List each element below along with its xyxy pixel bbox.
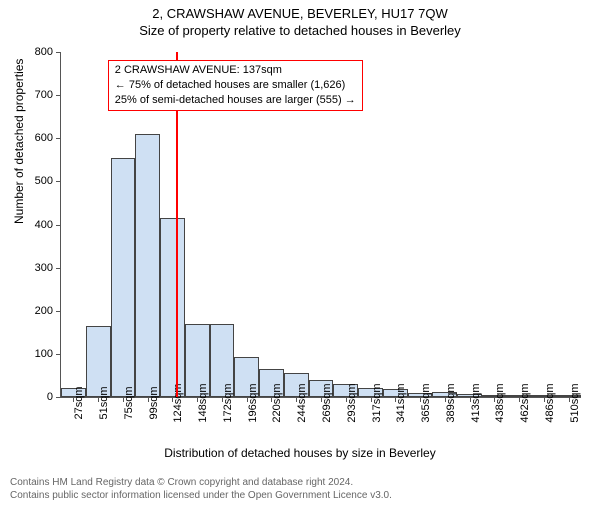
- xtick-label: 462sqm: [519, 383, 531, 422]
- page-title: 2, CRAWSHAW AVENUE, BEVERLEY, HU17 7QW: [0, 6, 600, 21]
- y-axis-label: Number of detached properties: [12, 59, 26, 224]
- ytick-label: 100: [35, 348, 53, 360]
- ytick: [56, 354, 61, 355]
- xtick-label: 27sqm: [73, 386, 85, 419]
- annotation-line: ← 75% of detached houses are smaller (1,…: [115, 78, 356, 93]
- ytick: [56, 138, 61, 139]
- ytick-label: 400: [35, 219, 53, 231]
- annotation-box: 2 CRAWSHAW AVENUE: 137sqm← 75% of detach…: [108, 60, 363, 111]
- histogram-bar: [135, 134, 160, 397]
- ytick: [56, 95, 61, 96]
- ytick: [56, 225, 61, 226]
- ytick-label: 300: [35, 262, 53, 274]
- histogram-bar: [111, 158, 136, 397]
- ytick-label: 500: [35, 175, 53, 187]
- xtick-label: 438sqm: [494, 383, 506, 422]
- page-subtitle: Size of property relative to detached ho…: [0, 23, 600, 38]
- histogram-chart: 010020030040050060070080027sqm51sqm75sqm…: [60, 52, 580, 397]
- xtick-label: 99sqm: [148, 386, 160, 419]
- ytick-label: 600: [35, 132, 53, 144]
- ytick: [56, 397, 61, 398]
- annotation-line: 25% of semi-detached houses are larger (…: [115, 93, 356, 108]
- ytick: [56, 52, 61, 53]
- ytick-label: 800: [35, 46, 53, 58]
- ytick-label: 700: [35, 89, 53, 101]
- xtick-label: 317sqm: [371, 383, 383, 422]
- footer-text: Contains HM Land Registry data © Crown c…: [10, 477, 392, 502]
- xtick-label: 172sqm: [222, 383, 234, 422]
- xtick-label: 269sqm: [321, 383, 333, 422]
- xtick-label: 486sqm: [544, 383, 556, 422]
- xtick-label: 341sqm: [395, 383, 407, 422]
- xtick-label: 510sqm: [569, 383, 581, 422]
- xtick-label: 365sqm: [420, 383, 432, 422]
- xtick-label: 389sqm: [445, 383, 457, 422]
- xtick-label: 196sqm: [247, 383, 259, 422]
- ytick-label: 200: [35, 305, 53, 317]
- plot-area: 010020030040050060070080027sqm51sqm75sqm…: [60, 52, 581, 398]
- ytick: [56, 268, 61, 269]
- xtick-label: 293sqm: [346, 383, 358, 422]
- xtick-label: 220sqm: [271, 383, 283, 422]
- xtick-label: 51sqm: [98, 386, 110, 419]
- ytick: [56, 181, 61, 182]
- histogram-bar: [160, 218, 185, 397]
- xtick-label: 244sqm: [296, 383, 308, 422]
- x-axis-label: Distribution of detached houses by size …: [0, 446, 600, 460]
- footer-line-1: Contains HM Land Registry data © Crown c…: [10, 477, 392, 490]
- xtick-label: 413sqm: [470, 383, 482, 422]
- footer-line-2: Contains public sector information licen…: [10, 490, 392, 503]
- ytick: [56, 311, 61, 312]
- xtick-label: 75sqm: [123, 386, 135, 419]
- xtick-label: 148sqm: [197, 383, 209, 422]
- ytick-label: 0: [47, 391, 53, 403]
- annotation-line: 2 CRAWSHAW AVENUE: 137sqm: [115, 63, 356, 78]
